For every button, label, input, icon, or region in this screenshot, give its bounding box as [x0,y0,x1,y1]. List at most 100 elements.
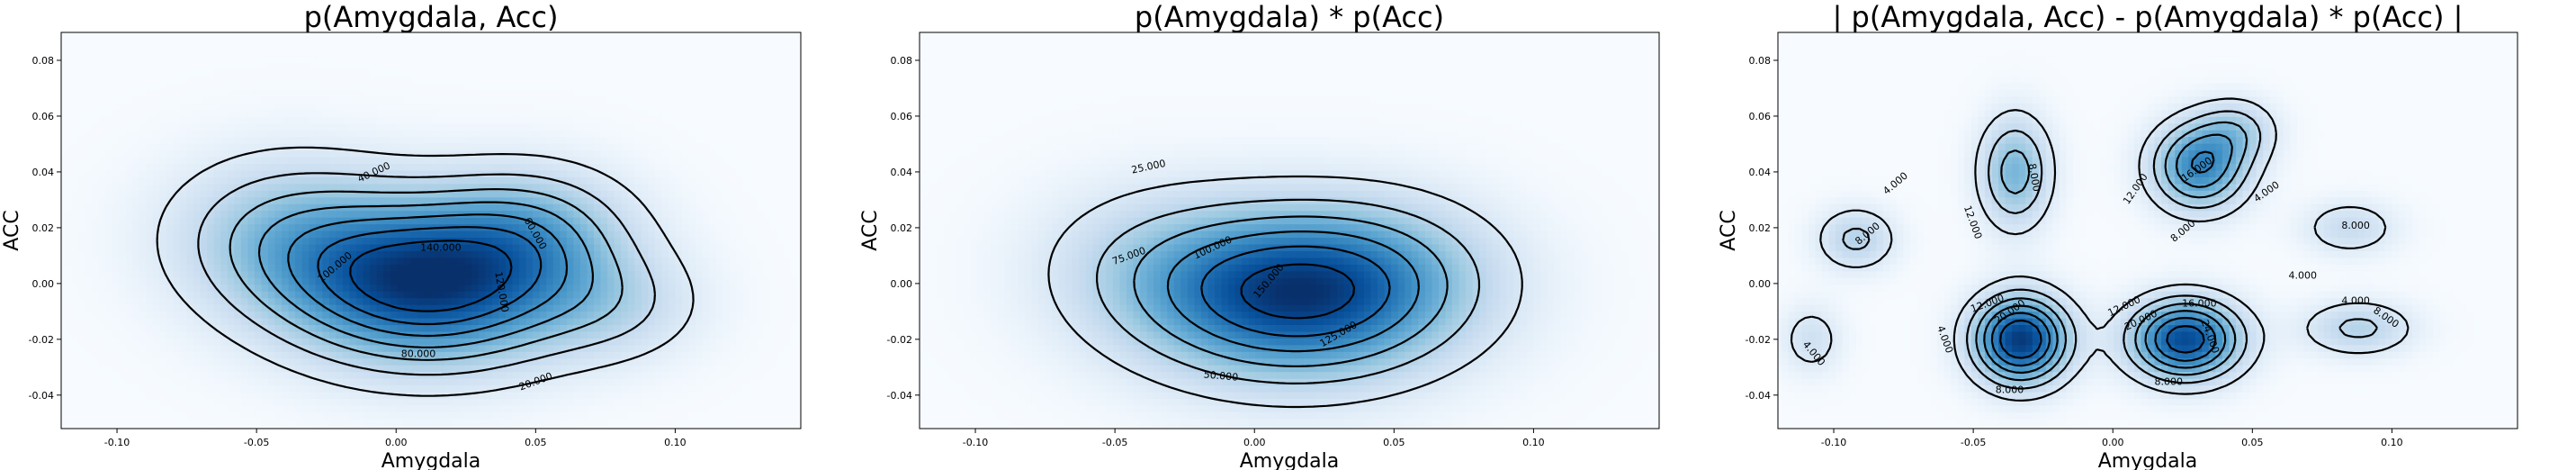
heatmap-cell [505,418,514,426]
heatmap-cell [240,418,248,426]
heatmap-cell [519,196,527,204]
heatmap-cell [533,297,541,305]
heatmap-cell [71,330,79,339]
heatmap-cell [512,344,520,352]
heatmap-cell [403,371,411,379]
heatmap-cell [261,183,269,191]
heatmap-cell [614,284,622,292]
heatmap-cell [471,250,480,258]
heatmap-cell [579,411,588,420]
heatmap-cell [309,365,317,373]
heatmap-cell [444,317,453,326]
heatmap-cell [471,130,480,138]
heatmap-cell [370,291,378,299]
heatmap-cell [458,230,466,239]
heatmap-cell [282,344,290,352]
heatmap-cell [749,304,758,312]
heatmap-cell [736,378,744,386]
heatmap-cell [424,311,432,319]
heatmap-cell [607,311,615,319]
heatmap-cell [193,378,202,386]
heatmap-cell [614,277,622,285]
heatmap-cell [519,425,527,429]
heatmap-cell [437,418,445,426]
heatmap-cell [797,237,801,245]
heatmap-cell [729,163,737,171]
heatmap-cell [621,149,629,158]
heatmap-cell [478,257,486,265]
heatmap-cell [471,230,480,239]
heatmap-cell [417,378,426,386]
heatmap-cell [784,324,792,332]
heatmap-cell [431,311,439,319]
heatmap-cell [451,163,459,171]
heatmap-cell [207,404,215,412]
heatmap-cell [240,384,248,393]
heatmap-cell [607,411,615,420]
heatmap-cell [444,250,453,258]
heatmap-cell [797,257,801,265]
heatmap-cell [505,136,514,144]
heatmap-cell [397,210,405,218]
heatmap-cell [533,291,541,299]
heatmap-cell [552,304,561,312]
heatmap-cell [627,371,635,379]
heatmap-cell [784,317,792,326]
heatmap-cell [200,277,208,285]
heatmap-cell [688,411,696,420]
heatmap-cell [742,237,751,245]
heatmap-cell [573,391,581,400]
heatmap-cell [85,404,93,412]
heatmap-cell [763,223,771,231]
heatmap-cell [417,297,426,305]
heatmap-cell [98,190,106,198]
heatmap-cell [336,404,344,412]
heatmap-cell [356,196,364,204]
heatmap-cell [519,203,527,212]
heatmap-cell [132,317,140,326]
heatmap-cell [505,297,514,305]
heatmap-cell [776,169,785,177]
heatmap-cell [464,398,472,406]
heatmap-cell [397,324,405,332]
heatmap-cell [349,411,357,420]
heatmap-cell [234,365,242,373]
heatmap-cell [227,304,235,312]
heatmap-cell [105,384,113,393]
heatmap-cell [410,398,418,406]
heatmap-cell [61,156,66,165]
heatmap-cell [533,257,541,265]
heatmap-cell [173,122,181,131]
heatmap-cell [573,217,581,225]
heatmap-cell [390,324,398,332]
heatmap-cell [776,330,785,339]
heatmap-cell [723,338,731,346]
heatmap-cell [682,136,690,144]
heatmap-cell [240,122,248,131]
heatmap-cell [756,223,765,231]
heatmap-cell [254,223,263,231]
heatmap-cell [668,183,677,191]
heatmap-cell [261,371,269,379]
heatmap-cell [478,391,486,400]
heatmap-cell [125,122,133,131]
heatmap-cell [363,398,371,406]
heatmap-cell [661,324,669,332]
heatmap-cell [519,277,527,285]
heatmap-cell [648,223,656,231]
heatmap-cell [61,163,66,171]
heatmap-cell [648,250,656,258]
heatmap-cell [301,176,310,185]
heatmap-cell [593,149,602,158]
heatmap-cell [587,351,595,359]
heatmap-cell [512,418,520,426]
heatmap-cell [240,291,248,299]
heatmap-cell [715,176,723,185]
heatmap-cell [390,330,398,339]
heatmap-cell [315,384,323,393]
heatmap-cell [112,257,120,265]
heatmap-cell [478,330,486,339]
heatmap-cell [593,425,602,429]
heatmap-cell [61,357,66,366]
heatmap-cell [193,425,202,429]
